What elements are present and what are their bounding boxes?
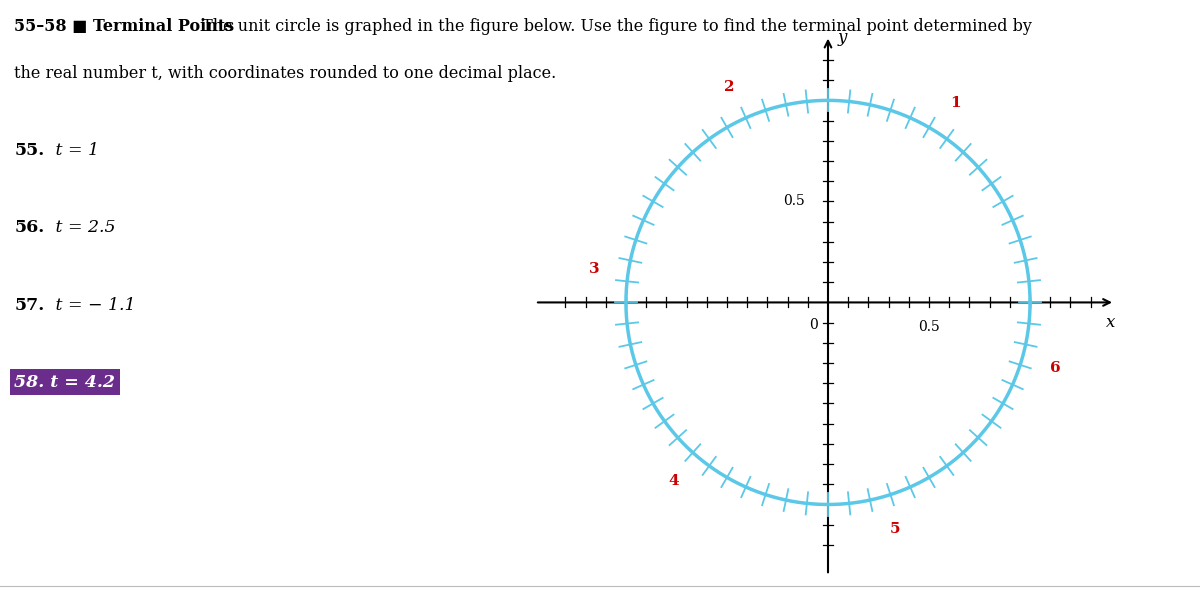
Text: 0: 0	[810, 318, 818, 331]
Text: t = 2.5: t = 2.5	[50, 219, 116, 237]
Text: 58. t = 4.2: 58. t = 4.2	[14, 374, 115, 391]
Text: x: x	[1106, 314, 1116, 331]
Text: 6: 6	[1050, 362, 1061, 375]
Text: 2: 2	[725, 81, 734, 94]
Text: 56.: 56.	[14, 219, 44, 237]
Text: 3: 3	[589, 262, 599, 276]
Text: the real number t, with coordinates rounded to one decimal place.: the real number t, with coordinates roun…	[14, 65, 557, 82]
Text: t = 1: t = 1	[50, 142, 100, 160]
Text: 5: 5	[890, 522, 900, 536]
Text: 1: 1	[950, 97, 961, 110]
Text: 0.5: 0.5	[782, 195, 804, 208]
Text: 55–58 ■ Terminal Points: 55–58 ■ Terminal Points	[14, 18, 234, 35]
Text: y: y	[838, 29, 847, 46]
Text: 0.5: 0.5	[918, 320, 940, 334]
Text: The unit circle is graphed in the figure below. Use the figure to find the termi: The unit circle is graphed in the figure…	[197, 18, 1032, 35]
Text: 4: 4	[668, 474, 679, 489]
Text: t = − 1.1: t = − 1.1	[50, 296, 136, 314]
Text: 55.: 55.	[14, 142, 44, 160]
Text: 57.: 57.	[14, 296, 44, 314]
